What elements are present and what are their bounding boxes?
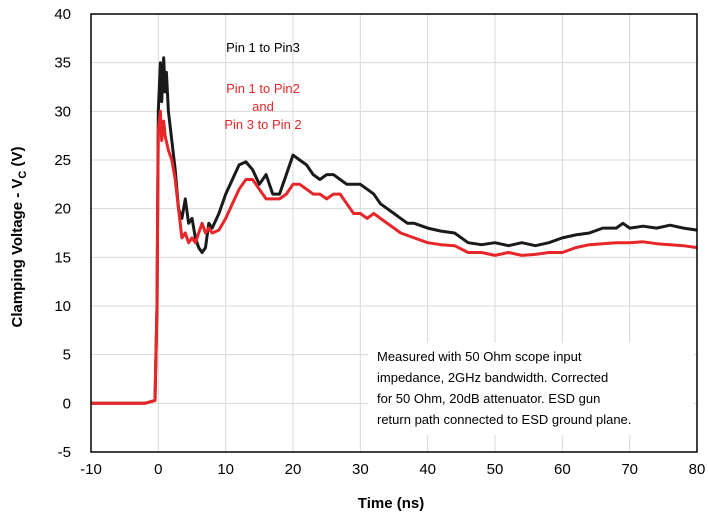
y-tick-label: 35 (54, 55, 71, 72)
legend-label-red-line-1: Pin 1 to Pin2 (226, 81, 300, 96)
x-tick-label: 80 (689, 461, 706, 478)
x-tick-label: 70 (621, 461, 638, 478)
y-axis-title-subscript: C (17, 171, 29, 179)
legend-label-pin1-pin2: Pin 1 to Pin2 and Pin 3 to Pin 2 (224, 81, 301, 132)
plot-area-frame (90, 13, 698, 453)
note-line-1: Measured with 50 Ohm scope input (377, 349, 582, 364)
note-line-2: impedance, 2GHz bandwidth. Corrected (377, 370, 608, 385)
y-tick-label: 40 (54, 6, 71, 23)
note-line-3: for 50 Ohm, 20dB attenuator. ESD gun (377, 391, 600, 406)
y-tick-label: 0 (63, 395, 71, 412)
measurement-note: Measured with 50 Ohm scope input impedan… (377, 349, 631, 427)
x-axis-title: Time (ns) (358, 495, 424, 512)
x-tick-label: 30 (352, 461, 369, 478)
y-tick-label: 10 (54, 298, 71, 315)
y-tick-label: 5 (63, 347, 71, 364)
y-axis-title-unit: (V) (9, 146, 26, 170)
note-box-background (368, 343, 694, 435)
x-tick-label: 10 (217, 461, 234, 478)
y-tick-label: 15 (54, 249, 71, 266)
y-tick-label: 30 (54, 103, 71, 120)
y-axis-title-main: Clamping Voltage - V (9, 179, 26, 328)
x-tick-label: 50 (487, 461, 504, 478)
x-tick-label: 60 (554, 461, 571, 478)
y-tick-label: 25 (54, 152, 71, 169)
series-line-pin1-pin2 (91, 109, 698, 405)
y-tick-label: -5 (58, 444, 71, 461)
legend-label-pin1-pin3: Pin 1 to Pin3 (226, 40, 300, 55)
x-tick-label: 40 (419, 461, 436, 478)
x-tick-label: -10 (80, 461, 102, 478)
y-axis-title: Clamping Voltage - VC (V) (9, 146, 29, 327)
note-line-4: return path connected to ESD ground plan… (377, 412, 631, 427)
tick-labels: -10 0 10 20 30 40 50 60 70 80 -5 0 5 10 15 20 25 30 35 40 (54, 6, 705, 478)
x-tick-label: 20 (285, 461, 302, 478)
y-tick-label: 20 (54, 201, 71, 218)
legend-label-red-line-2: and (252, 99, 274, 114)
series-layer (91, 56, 698, 405)
x-tick-label: 0 (154, 461, 162, 478)
legend-label-red-line-3: Pin 3 to Pin 2 (224, 117, 301, 132)
